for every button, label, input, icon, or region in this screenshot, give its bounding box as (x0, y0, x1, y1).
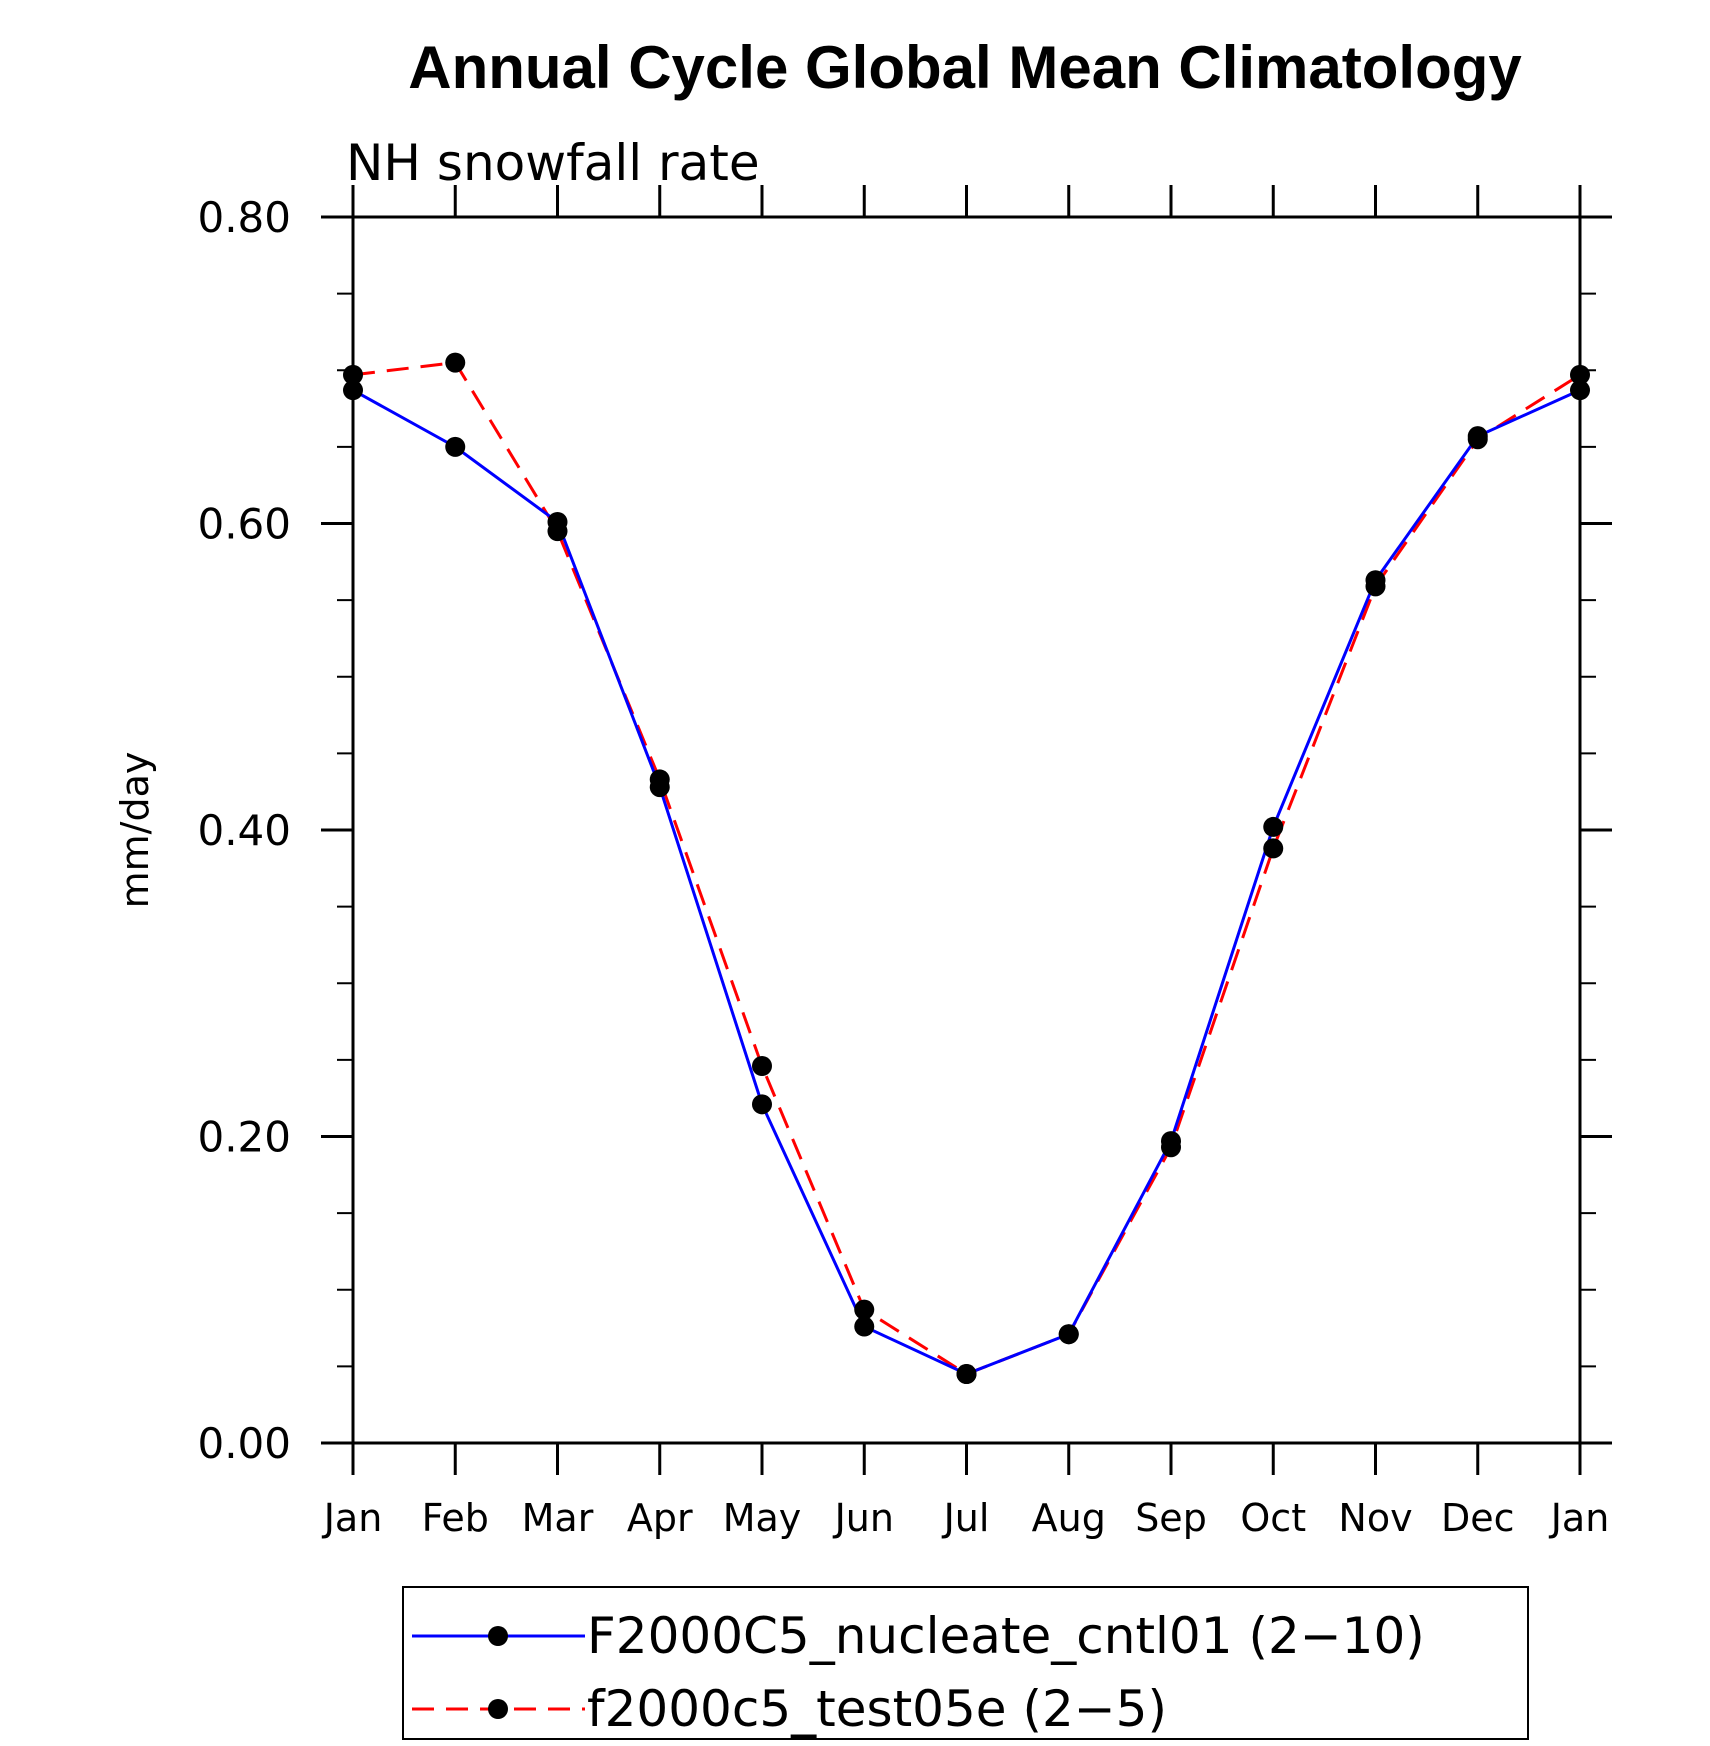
data-point (854, 1299, 875, 1320)
y-tick-label: 0.00 (197, 1419, 291, 1468)
y-tick-label: 0.20 (197, 1113, 291, 1162)
y-tick-label: 0.60 (197, 500, 291, 549)
legend-label: f2000c5_test05e (2−5) (587, 1680, 1167, 1738)
legend: F2000C5_nucleate_cntl01 (2−10) f2000c5_te… (402, 1586, 1529, 1740)
x-tick-label: Feb (422, 1496, 489, 1540)
series-line (352, 388, 1581, 1376)
x-tick-label: May (723, 1496, 802, 1540)
chart-subtitle: NH snowfall rate (346, 134, 760, 192)
x-tick-label: Aug (1032, 1496, 1106, 1540)
x-tick-label: Jul (942, 1496, 990, 1540)
data-point (1058, 1324, 1079, 1345)
series-line (352, 360, 1581, 1376)
data-point (752, 1056, 772, 1077)
data-point (854, 1316, 875, 1337)
data-point (649, 769, 670, 790)
data-point (547, 521, 568, 542)
data-point (445, 352, 466, 373)
legend-marker (488, 1699, 508, 1719)
x-tick-label: Jun (833, 1496, 894, 1540)
data-point (956, 1364, 977, 1385)
plot-frame (351, 215, 1582, 1445)
data-point (343, 364, 363, 385)
legend-box (402, 1586, 1529, 1740)
data-point (1263, 816, 1284, 837)
legend-marker (488, 1626, 508, 1646)
legend-label: F2000C5_nucleate_cntl01 (2−10) (587, 1607, 1425, 1665)
data-point (1161, 1137, 1181, 1158)
data-point (1263, 838, 1284, 859)
y-axis-label: mm/day (113, 752, 157, 909)
x-tick-label: Nov (1338, 1496, 1412, 1540)
y-tick-label: 0.80 (197, 193, 291, 242)
chart-title: Annual Cycle Global Mean Climatology (408, 34, 1522, 101)
x-tick-label: Sep (1135, 1496, 1207, 1540)
x-tick-label: Dec (1441, 1496, 1515, 1540)
y-tick-label: 0.40 (197, 806, 291, 855)
data-point (1365, 576, 1386, 597)
data-point (343, 380, 363, 401)
data-point (752, 1094, 772, 1115)
series-layer (343, 352, 1590, 1385)
x-tick-label: Mar (522, 1496, 594, 1540)
x-tick-label: Oct (1240, 1496, 1306, 1540)
data-point (1570, 380, 1590, 401)
data-point (1467, 429, 1488, 450)
axes: 0.00 0.20 0.40 0.60 0.80 Jan Feb Mar Apr May Jun Ju… (197, 185, 1612, 1540)
x-tick-label: Apr (627, 1496, 693, 1540)
x-tick-label: Jan (322, 1496, 383, 1540)
data-point (445, 436, 466, 457)
x-tick-label: Jan (1549, 1496, 1610, 1540)
data-point (1570, 364, 1590, 385)
